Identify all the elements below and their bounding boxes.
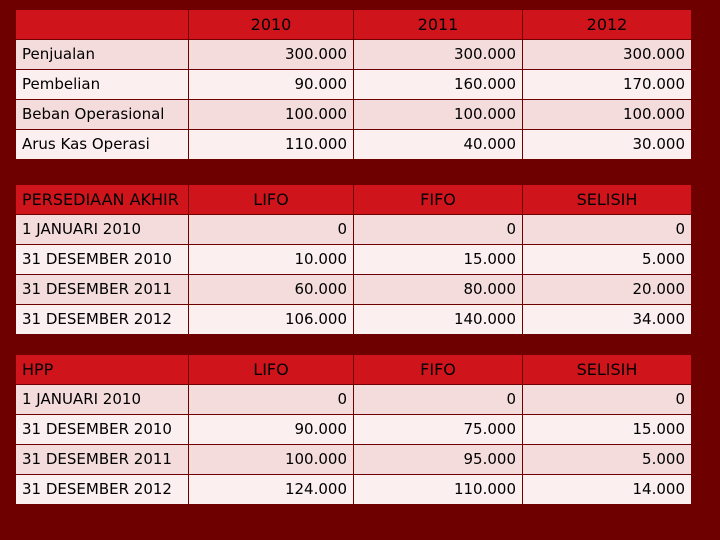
value-cell: 300.000 [189,40,353,69]
table-row: 31 DESEMBER 2012 124.000 110.000 14.000 [16,475,692,505]
value-cell: 100.000 [354,100,522,129]
row-label: Penjualan [16,40,188,69]
value-cell: 34.000 [523,305,691,334]
table-row: Pembelian 90.000 160.000 170.000 [16,70,692,100]
value-cell: 15.000 [354,245,522,274]
table-header-row: 2010 2011 2012 [16,10,692,40]
value-cell: 14.000 [523,475,691,504]
value-cell: 5.000 [523,445,691,474]
table-row: 31 DESEMBER 2010 90.000 75.000 15.000 [16,415,692,445]
value-cell: 60.000 [189,275,353,304]
value-cell: 100.000 [189,445,353,474]
row-label: 31 DESEMBER 2012 [16,305,188,334]
value-cell: 110.000 [354,475,522,504]
value-cell: 300.000 [354,40,522,69]
header-cell-lifo: LIFO [189,185,353,214]
value-cell: 170.000 [523,70,691,99]
value-cell: 80.000 [354,275,522,304]
value-cell: 100.000 [523,100,691,129]
value-cell: 10.000 [189,245,353,274]
value-cell: 30.000 [523,130,691,159]
header-cell-fifo: FIFO [354,355,522,384]
value-cell: 40.000 [354,130,522,159]
row-label: Pembelian [16,70,188,99]
table-header-row: HPP LIFO FIFO SELISIH [16,355,692,385]
row-label: 1 JANUARI 2010 [16,385,188,414]
value-cell: 0 [354,385,522,414]
row-label: Arus Kas Operasi [16,130,188,159]
ending-inventory-table: PERSEDIAAN AKHIR LIFO FIFO SELISIH 1 JAN… [16,185,692,335]
value-cell: 75.000 [354,415,522,444]
header-cell-fifo: FIFO [354,185,522,214]
header-cell-selisih: SELISIH [523,355,691,384]
value-cell: 15.000 [523,415,691,444]
table-row: 1 JANUARI 2010 0 0 0 [16,385,692,415]
table-row: 31 DESEMBER 2011 60.000 80.000 20.000 [16,275,692,305]
value-cell: 100.000 [189,100,353,129]
header-cell-hpp: HPP [16,355,188,384]
value-cell: 0 [189,215,353,244]
table-row: 1 JANUARI 2010 0 0 0 [16,215,692,245]
value-cell: 106.000 [189,305,353,334]
value-cell: 0 [523,385,691,414]
row-label: 31 DESEMBER 2012 [16,475,188,504]
table-header-row: PERSEDIAAN AKHIR LIFO FIFO SELISIH [16,185,692,215]
table-row: Arus Kas Operasi 110.000 40.000 30.000 [16,130,692,160]
value-cell: 140.000 [354,305,522,334]
table-row: Beban Operasional 100.000 100.000 100.00… [16,100,692,130]
value-cell: 5.000 [523,245,691,274]
value-cell: 124.000 [189,475,353,504]
table-row: 31 DESEMBER 2011 100.000 95.000 5.000 [16,445,692,475]
table-row: 31 DESEMBER 2010 10.000 15.000 5.000 [16,245,692,275]
value-cell: 0 [189,385,353,414]
table-row: 31 DESEMBER 2012 106.000 140.000 34.000 [16,305,692,335]
header-cell-2012: 2012 [523,10,691,39]
header-cell-persediaan: PERSEDIAAN AKHIR [16,185,188,214]
cogs-table: HPP LIFO FIFO SELISIH 1 JANUARI 2010 0 0… [16,355,692,505]
row-label: 1 JANUARI 2010 [16,215,188,244]
header-cell-selisih: SELISIH [523,185,691,214]
value-cell: 160.000 [354,70,522,99]
row-label: 31 DESEMBER 2011 [16,275,188,304]
row-label: 31 DESEMBER 2010 [16,415,188,444]
value-cell: 110.000 [189,130,353,159]
value-cell: 0 [523,215,691,244]
header-cell-lifo: LIFO [189,355,353,384]
value-cell: 95.000 [354,445,522,474]
header-cell-2010: 2010 [189,10,353,39]
value-cell: 20.000 [523,275,691,304]
value-cell: 0 [354,215,522,244]
table-row: Penjualan 300.000 300.000 300.000 [16,40,692,70]
header-cell [16,10,188,39]
cash-flow-table: 2010 2011 2012 Penjualan 300.000 300.000… [16,10,692,160]
row-label: 31 DESEMBER 2010 [16,245,188,274]
row-label: Beban Operasional [16,100,188,129]
row-label: 31 DESEMBER 2011 [16,445,188,474]
value-cell: 90.000 [189,70,353,99]
value-cell: 90.000 [189,415,353,444]
value-cell: 300.000 [523,40,691,69]
header-cell-2011: 2011 [354,10,522,39]
